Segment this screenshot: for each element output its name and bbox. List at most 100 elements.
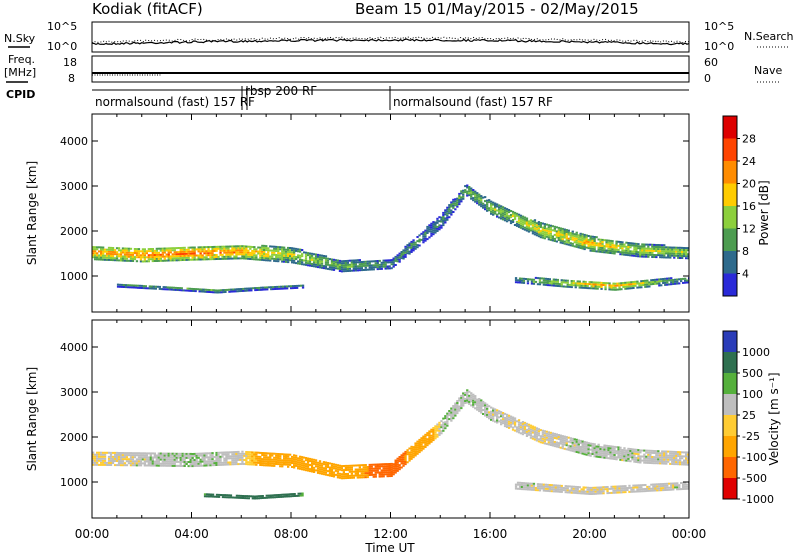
noise-tick-left-bottom: 10^0 [47, 40, 77, 53]
velocity-cell [207, 462, 210, 465]
power-cell [255, 248, 258, 251]
velocity-cell [310, 466, 314, 469]
velocity-cell [92, 453, 95, 456]
velocity-cell [366, 468, 369, 470]
velocity-cell [596, 486, 599, 489]
power-cell [604, 286, 607, 289]
velocity-cell [386, 471, 389, 474]
power-cell [448, 210, 451, 213]
velocity-cell [591, 449, 594, 451]
velocity-cell [656, 487, 659, 490]
power-cell [265, 247, 268, 250]
power-cell [685, 249, 688, 252]
power-cell [558, 285, 561, 288]
velocity-cell [589, 448, 592, 451]
power-cell [360, 261, 363, 263]
velocity-cell [289, 459, 292, 462]
power-cell [561, 227, 564, 230]
velocity-cell [606, 488, 609, 491]
power-cell [332, 266, 336, 269]
power-cell [563, 234, 566, 237]
power-cell [643, 249, 646, 252]
power-cell [537, 233, 541, 236]
power-cell [147, 250, 150, 253]
power-cell [342, 266, 345, 269]
power-cell [213, 245, 216, 248]
power-cell [217, 245, 220, 248]
power-cell [398, 254, 401, 257]
power-cell [209, 256, 212, 259]
velocity-cell [378, 465, 381, 468]
power-cell [677, 250, 680, 253]
velocity-cell [552, 490, 555, 493]
velocity-cell [450, 409, 453, 412]
velocity-cell [659, 454, 662, 457]
power-cell [92, 250, 95, 253]
power-cell [310, 252, 314, 255]
velocity-cell [446, 414, 449, 417]
power-cell [155, 255, 158, 258]
power-cell [665, 252, 668, 255]
velocity-cell [223, 457, 226, 460]
power-cell [618, 282, 621, 285]
velocity-cell [674, 484, 677, 487]
velocity-cell [195, 464, 198, 467]
velocity-cell [340, 473, 344, 476]
power-cell [627, 250, 630, 253]
power-cell [494, 202, 497, 205]
velocity-cell [598, 490, 601, 493]
power-cell [235, 257, 238, 260]
power-cell [478, 203, 481, 206]
velocity-cell [677, 459, 680, 462]
velocity-cell [181, 458, 184, 461]
velocity-cell [507, 424, 511, 427]
power-cell [144, 285, 147, 288]
velocity-cell [410, 453, 413, 456]
velocity-cell [179, 462, 182, 465]
power-cell [607, 239, 610, 242]
power-cell [177, 257, 180, 260]
velocity-cell [468, 394, 471, 397]
power-cell [517, 219, 521, 222]
power-cell [511, 215, 515, 217]
power-cell [661, 252, 664, 255]
power-cell [142, 287, 145, 290]
velocity-cell [450, 407, 453, 410]
power-cell [618, 288, 621, 291]
velocity-cell [682, 481, 685, 484]
power-cell [278, 287, 281, 290]
power-cell [336, 259, 340, 262]
velocity-cell [646, 489, 649, 492]
velocity-cell [600, 486, 603, 489]
velocity-cell [151, 460, 154, 463]
velocity-cell [515, 430, 519, 433]
power-cell [656, 280, 659, 283]
power-cell [627, 248, 630, 250]
power-cell [348, 263, 351, 266]
velocity-cell [484, 402, 487, 405]
power-cell [509, 210, 513, 212]
nave-tick-bottom: 0 [704, 72, 711, 85]
velocity-cell [157, 464, 160, 467]
power-cell [241, 247, 244, 250]
velocity-cell [598, 486, 601, 489]
power-cell [253, 252, 256, 255]
power-cell [619, 247, 622, 250]
power-cell [631, 252, 634, 255]
velocity-colorbar-tick-label: 1000 [742, 346, 770, 359]
velocity-ytick-label: 3000 [60, 386, 88, 399]
power-cell [609, 248, 612, 250]
velocity-cell [523, 426, 527, 428]
power-cell [623, 253, 626, 256]
velocity-cell [474, 401, 477, 404]
power-cell [627, 254, 630, 257]
velocity-cell [652, 487, 655, 490]
velocity-cell [251, 453, 254, 456]
velocity-cell [400, 454, 403, 457]
power-cell [577, 244, 580, 247]
velocity-cell [627, 449, 630, 452]
velocity-cell [207, 464, 210, 467]
power-cell [501, 218, 505, 221]
velocity-cell [537, 438, 541, 441]
velocity-cell [580, 490, 583, 493]
